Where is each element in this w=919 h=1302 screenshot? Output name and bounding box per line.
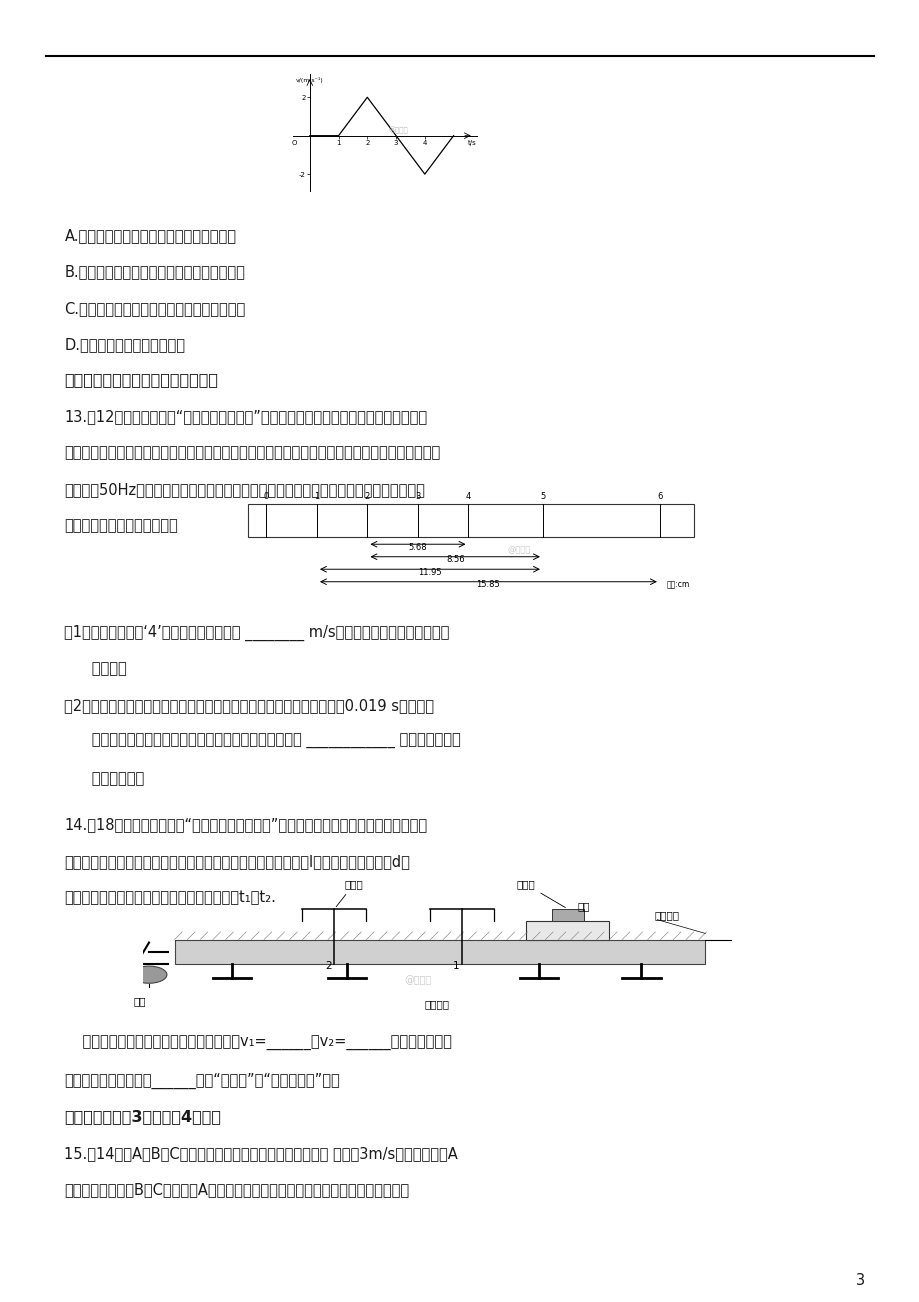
Circle shape (130, 966, 166, 983)
Text: A.第１ｓ内和第２ｓ内物体的速度方向相同: A.第１ｓ内和第２ｓ内物体的速度方向相同 (64, 228, 236, 243)
Text: 离如图所示，完成下列问题：: 离如图所示，完成下列问题： (64, 518, 178, 534)
Text: 15.85: 15.85 (476, 581, 500, 590)
Text: 4: 4 (465, 492, 471, 501)
Text: 二、填空题（每空６分，共３０分）: 二、填空题（每空６分，共３０分） (64, 372, 218, 388)
Text: 的纸带的运动情况，在纸带上确定出０、１、２、３、４、５、６共７个计数点，打点计时器打点: 的纸带的运动情况，在纸带上确定出０、１、２、３、４、５、６共７个计数点，打点计时… (64, 445, 440, 461)
Text: 15.（14分）A、B、C三地彼此间的距离均为２米，如图所示 物体以3m/s的恒定速率今A: 15.（14分）A、B、C三地彼此间的距离均为２米，如图所示 物体以3m/s的恒… (64, 1146, 458, 1161)
Text: 1: 1 (314, 492, 319, 501)
Text: 则滑块通过两个光电门的瞬时速度分别为v₁=______，v₂=______。在计算瞬时速: 则滑块通过两个光电门的瞬时速度分别为v₁=______，v₂=______。在计… (64, 1036, 452, 1052)
Text: C.第３ｓ内物体的速度方向和加速度方向相同: C.第３ｓ内物体的速度方向和加速度方向相同 (64, 301, 245, 316)
Text: O: O (291, 141, 296, 147)
Text: 来测滑块的加速度，由导轨标尺可以测出两个光电门之间的距离l，窄遗光板的宽度为d，: 来测滑块的加速度，由导轨标尺可以测出两个光电门之间的距离l，窄遗光板的宽度为d， (64, 854, 410, 870)
Text: 6: 6 (656, 492, 662, 501)
Text: 点出发，沿折线经B、C点又回到A点。求从运动开始１ｓ内、２ｓ内物体的平均速度。: 点出发，沿折线经B、C点又回到A点。求从运动开始１ｓ内、２ｓ内物体的平均速度。 (64, 1182, 409, 1198)
Text: @正确云: @正确云 (404, 975, 432, 984)
Text: 11.95: 11.95 (417, 568, 441, 577)
Text: 2: 2 (324, 961, 331, 970)
Text: 单位:cm: 单位:cm (665, 581, 689, 590)
Text: 8.56: 8.56 (446, 556, 464, 565)
Text: 沙桶: 沙桶 (133, 996, 145, 1005)
Text: 三、计算题（共3小题；共4３分）: 三、计算题（共3小题；共4３分） (64, 1109, 221, 1125)
Bar (175, 940, 705, 963)
Text: 的频率为50Hz，每两个相邻的计数点之间还有４个点没有标出来，其余部分相邻点间的距: 的频率为50Hz，每两个相邻的计数点之间还有４个点没有标出来，其余部分相邻点间的… (64, 482, 425, 497)
Text: 5: 5 (539, 492, 545, 501)
Text: 遗光板: 遗光板 (516, 880, 565, 907)
Text: （2）如果当时电网中的交流电的频率稍微有所增大，打点的计时间隔为0.019 s，而做实: （2）如果当时电网中的交流电的频率稍微有所增大，打点的计时间隔为0.019 s，… (64, 698, 434, 713)
Text: @正确云: @正确云 (388, 128, 407, 134)
Bar (526, 922, 608, 940)
Text: t/s: t/s (468, 141, 476, 147)
Text: v/(m·s⁻¹): v/(m·s⁻¹) (295, 77, 323, 83)
Text: 导轨标尺: 导轨标尺 (424, 999, 448, 1009)
Text: 气庵导轨: 气庵导轨 (653, 910, 678, 921)
Text: D.第２ｓ内物体的加速度为零: D.第２ｓ内物体的加速度为零 (64, 337, 186, 353)
Text: 14.（18分）某学习小组在“研究匀变速直线运动”的实验中，用如图所示的气庵导轨装置: 14.（18分）某学习小组在“研究匀变速直线运动”的实验中，用如图所示的气庵导轨… (64, 818, 427, 833)
Text: B.第１ｓ内和第２ｓ内物体的加速度方向相同: B.第１ｓ内和第２ｓ内物体的加速度方向相同 (64, 264, 245, 280)
Text: 窄遗光板依次通过两个光电门所用时间分别为t₁、t₂.: 窄遗光板依次通过两个光电门所用时间分别为t₁、t₂. (64, 891, 276, 906)
Text: 效数字）: 效数字） (64, 661, 127, 677)
Text: 偏小或不变）: 偏小或不变） (64, 771, 144, 786)
Text: 5.68: 5.68 (408, 543, 426, 552)
Text: @正确云: @正确云 (506, 546, 530, 555)
Text: 度时应用的物理方法是______（填“极限法”或“控制变量法”）。: 度时应用的物理方法是______（填“极限法”或“控制变量法”）。 (64, 1073, 340, 1088)
Text: 0: 0 (264, 492, 269, 501)
Text: （1）计算出打下点‘4’时小车的瞬时速度为 ________ m/s。（要求计算结果保留三位有: （1）计算出打下点‘4’时小车的瞬时速度为 ________ m/s。（要求计算… (64, 625, 449, 641)
Text: 2: 2 (365, 492, 369, 501)
Text: 1: 1 (452, 961, 459, 970)
Text: 滑块: 滑块 (577, 901, 589, 911)
Text: 13.（12分）某同学在用“打点计时器测速度”的实验中，用打点计时器记录了被小车拖动: 13.（12分）某同学在用“打点计时器测速度”的实验中，用打点计时器记录了被小车… (64, 409, 427, 424)
Text: 验的同学并不知道，那么加速度的测量值与实际值相比 ____________ （选填：偏大、: 验的同学并不知道，那么加速度的测量值与实际值相比 ____________ （选… (64, 734, 460, 750)
Text: 3: 3 (414, 492, 420, 501)
Bar (247, 504, 694, 536)
Bar (551, 909, 584, 922)
Text: 3: 3 (855, 1273, 864, 1289)
Text: 光电门: 光电门 (335, 880, 363, 906)
